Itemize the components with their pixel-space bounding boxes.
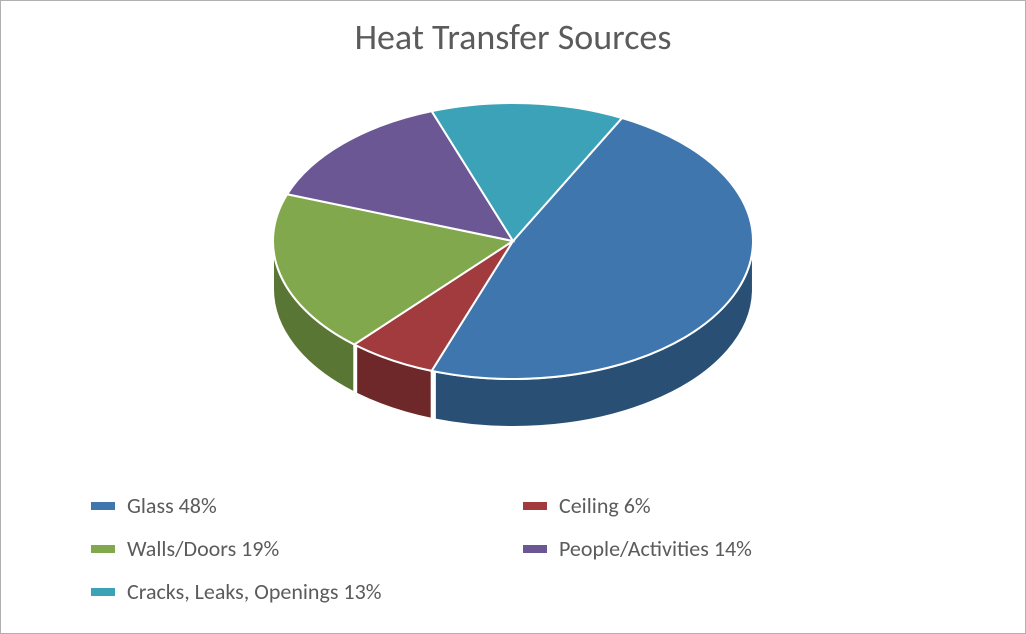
chart-title: Heat Transfer Sources [1,15,1025,59]
chart-frame: Heat Transfer Sources Glass 48% Ceiling 6… [0,0,1026,634]
legend-item: Glass 48% [91,492,503,519]
pie-area [1,81,1025,461]
legend-swatch [91,545,115,553]
legend-swatch [523,502,547,510]
legend-item: Ceiling 6% [523,492,935,519]
legend-swatch [91,502,115,510]
legend-swatch [523,545,547,553]
legend-swatch [91,588,115,596]
legend: Glass 48% Ceiling 6% Walls/Doors 19% People… [91,492,935,605]
legend-item: Walls/Doors 19% [91,535,503,562]
legend-label: Walls/Doors 19% [127,535,279,562]
legend-item: Cracks, Leaks, Openings 13% [91,578,503,605]
legend-label: Glass 48% [127,492,217,519]
legend-label: Cracks, Leaks, Openings 13% [127,578,381,605]
legend-item: People/Activities 14% [523,535,935,562]
legend-label: Ceiling 6% [559,492,651,519]
pie-chart [213,71,813,471]
legend-label: People/Activities 14% [559,535,752,562]
